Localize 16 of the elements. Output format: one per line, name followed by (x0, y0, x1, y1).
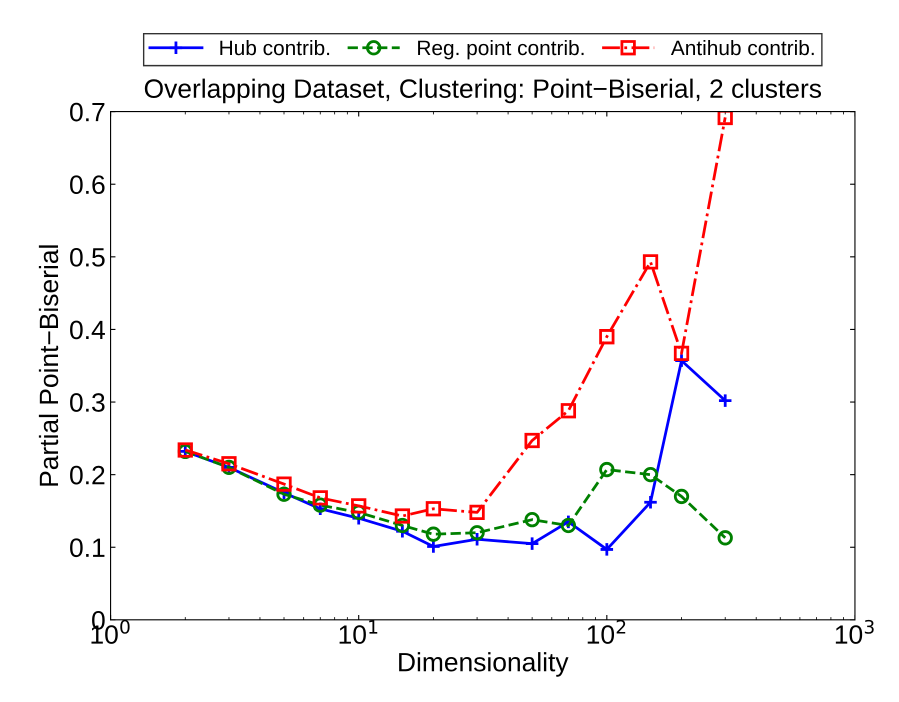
y-tick-label: 0.4 (70, 320, 105, 340)
legend-label: Antihub contrib. (670, 40, 814, 56)
legend-label: Reg. point contrib. (418, 40, 584, 60)
chart-title: Overlapping Dataset, Clustering: Point−Biserial, 2 clusters (144, 78, 822, 104)
y-tick-label: 0.6 (70, 175, 105, 194)
x-tick-label: 10$^{3}$ (836, 620, 874, 644)
y-tick-label: 0.7 (70, 102, 104, 122)
x-axis-title: Dimensionality (399, 652, 569, 677)
y-tick-label: 0.2 (70, 466, 104, 484)
y-tick-label: 0.5 (70, 248, 105, 267)
x-tick-label: 10$^{2}$ (588, 620, 626, 644)
legend-label: Hub contrib. (220, 40, 330, 56)
y-axis-title: Partial Point−Biserial (38, 245, 58, 486)
y-tick-label: 0.1 (70, 538, 104, 558)
x-tick-label: 10$^{1}$ (340, 620, 378, 644)
y-tick-label: 0.3 (70, 393, 105, 412)
